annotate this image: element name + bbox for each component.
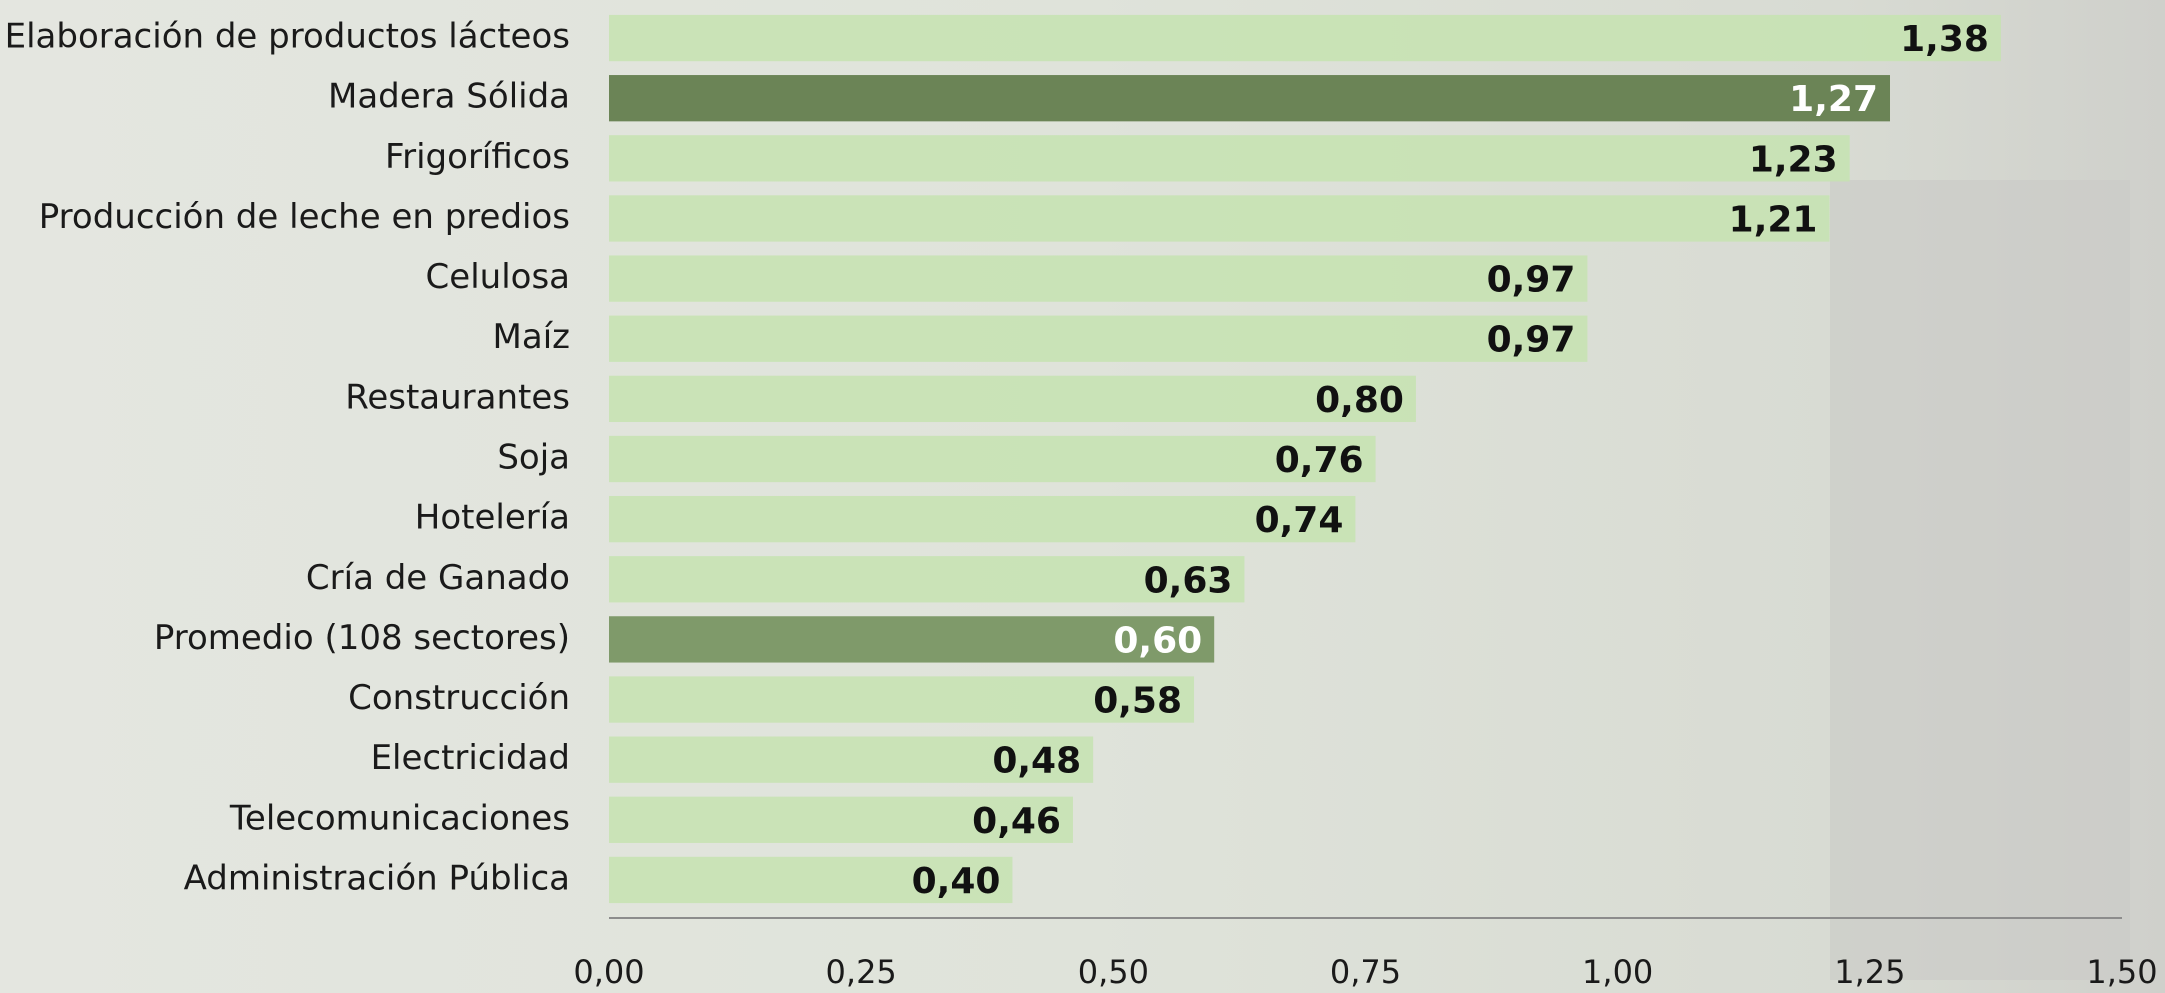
value-label: 1,23: [1749, 139, 1838, 180]
background-shape: [1830, 180, 2130, 980]
y-tick-label: Madera Sólida: [328, 77, 570, 117]
x-tick-label: 0,00: [573, 953, 644, 991]
bar: [609, 316, 1587, 362]
value-label: 0,58: [1093, 681, 1182, 722]
y-tick-label: Maíz: [493, 317, 570, 357]
bar: [609, 75, 1890, 121]
value-label: 0,40: [912, 861, 1001, 902]
x-tick-label: 1,00: [1582, 953, 1653, 991]
value-label: 1,27: [1789, 79, 1878, 120]
bar: [609, 135, 1850, 181]
x-tick-label: 0,75: [1330, 953, 1401, 991]
y-tick-label: Producción de leche en predios: [39, 197, 570, 237]
value-label: 0,48: [992, 741, 1081, 782]
value-label: 0,97: [1487, 320, 1576, 361]
y-tick-label: Elaboración de productos lácteos: [5, 17, 570, 57]
y-tick-label: Frigoríficos: [385, 137, 570, 177]
y-tick-label: Restaurantes: [345, 377, 570, 417]
y-tick-label: Celulosa: [426, 257, 570, 297]
bar: [609, 496, 1355, 542]
value-label: 0,60: [1113, 620, 1202, 661]
value-label: 0,97: [1487, 260, 1576, 301]
value-label: 0,74: [1255, 500, 1344, 541]
bar: [609, 195, 1829, 241]
x-tick-label: 0,50: [1078, 953, 1149, 991]
bar: [609, 15, 2001, 61]
y-tick-label: Construcción: [348, 678, 570, 718]
y-tick-label: Promedio (108 sectores): [154, 618, 570, 658]
y-tick-label: Cría de Ganado: [306, 558, 570, 598]
value-label: 1,21: [1729, 199, 1818, 240]
value-label: 0,80: [1315, 380, 1404, 421]
bar: [609, 255, 1587, 301]
y-tick-label: Electricidad: [371, 738, 570, 778]
x-tick-label: 0,25: [826, 953, 897, 991]
value-label: 0,76: [1275, 440, 1364, 481]
y-tick-label: Hotelería: [415, 498, 570, 538]
bar: [609, 436, 1376, 482]
bar: [609, 376, 1416, 422]
value-label: 0,63: [1144, 560, 1233, 601]
y-tick-label: Administración Pública: [184, 858, 570, 898]
chart: 0,00 0,25 0,50 0,75 1,00 1,25 1,50 Elaboración …: [0, 0, 2165, 993]
y-tick-label: Soja: [497, 438, 570, 478]
page: 0,00 0,25 0,50 0,75 1,00 1,25 1,50 Elaboración …: [0, 0, 2165, 993]
y-tick-label: Telecomunicaciones: [229, 798, 570, 838]
value-label: 1,38: [1900, 19, 1989, 60]
value-label: 0,46: [972, 801, 1061, 842]
x-tick-label: 1,25: [1834, 953, 1905, 991]
x-tick-label: 1,50: [2086, 953, 2157, 991]
